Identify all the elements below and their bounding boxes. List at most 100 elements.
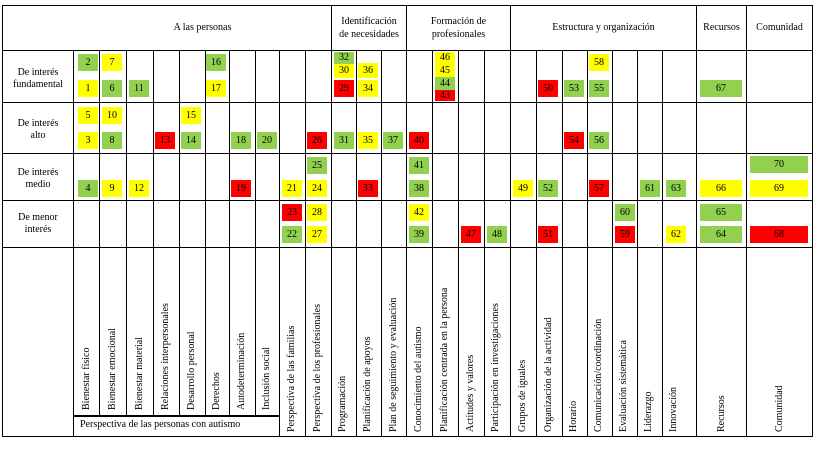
row-label-fundamental-line1: De interés — [17, 67, 59, 78]
item-cell: 20 — [257, 132, 277, 149]
item-cell: 26 — [307, 132, 327, 149]
item-cell: 47 — [461, 226, 481, 243]
row-divider — [2, 200, 812, 201]
column-label: Recursos — [716, 395, 727, 432]
column-label: Comunidad — [774, 385, 785, 432]
item-cell: 30 — [334, 64, 354, 78]
column-label: Desarrollo personal — [186, 331, 197, 410]
column-label: Perspectiva de las familias — [286, 325, 297, 432]
item-cell: 65 — [700, 204, 742, 221]
item-cell: 35 — [358, 132, 378, 149]
group-header-personas: A las personas — [173, 22, 232, 33]
column-label: Plan de seguimiento y evaluación — [388, 297, 399, 432]
item-cell: 68 — [750, 226, 808, 243]
item-cell: 1 — [78, 80, 98, 97]
item-cell: 59 — [615, 226, 635, 243]
item-cell: 29 — [334, 80, 354, 97]
column-label: Derechos — [211, 372, 222, 410]
column-divider — [662, 50, 663, 437]
item-cell: 39 — [409, 226, 429, 243]
column-label: Innovación — [668, 387, 679, 432]
column-divider — [637, 50, 638, 437]
row-label-divider — [73, 50, 74, 437]
group-divider — [696, 5, 697, 437]
group-header-comunidad: Comunidad — [756, 22, 803, 33]
item-cell: 63 — [666, 180, 686, 197]
item-cell: 31 — [334, 132, 354, 149]
item-cell: 33 — [358, 180, 378, 197]
item-cell: 67 — [700, 80, 742, 97]
group-header-estructura: Estructura y organización — [552, 22, 655, 33]
item-cell: 43 — [435, 90, 455, 101]
item-cell: 55 — [589, 80, 609, 97]
column-divider — [229, 50, 230, 416]
item-cell: 57 — [589, 180, 609, 197]
column-label: Autodeterminación — [236, 332, 247, 410]
table-top-rule — [2, 5, 812, 6]
column-label: Horario — [568, 400, 579, 432]
column-divider — [587, 50, 588, 437]
group-divider — [331, 5, 332, 437]
item-cell: 53 — [564, 80, 584, 97]
item-cell: 70 — [750, 156, 808, 173]
item-cell: 15 — [181, 107, 201, 124]
item-cell: 37 — [383, 132, 403, 149]
item-cell: 2 — [78, 54, 98, 71]
column-divider — [612, 50, 613, 437]
item-cell: 5 — [78, 107, 98, 124]
item-cell: 58 — [589, 54, 609, 71]
item-cell: 44 — [435, 77, 455, 90]
item-cell: 6 — [102, 80, 122, 97]
footer-label: Perspectiva de las personas con autismo — [80, 419, 241, 430]
item-cell: 50 — [538, 80, 558, 97]
row-label-medio-line2: medio — [25, 179, 51, 190]
item-cell: 16 — [206, 54, 226, 71]
item-cell: 25 — [307, 157, 327, 174]
item-cell: 10 — [102, 107, 122, 124]
column-divider — [279, 50, 280, 437]
item-cell: 4 — [78, 180, 98, 197]
group-divider — [510, 5, 511, 437]
column-divider — [536, 50, 537, 437]
column-divider — [356, 50, 357, 437]
item-cell: 7 — [102, 54, 122, 71]
column-label: Bienestar material — [134, 336, 145, 410]
column-divider — [205, 50, 206, 416]
item-cell: 14 — [181, 132, 201, 149]
item-cell: 11 — [129, 80, 149, 97]
row-label-alto-line1: De interés — [17, 118, 59, 129]
item-cell: 17 — [206, 80, 226, 97]
item-cell: 54 — [564, 132, 584, 149]
item-cell: 9 — [102, 180, 122, 197]
item-cell: 23 — [282, 204, 302, 221]
column-divider — [99, 50, 100, 416]
footer-label-rule — [73, 415, 279, 416]
item-cell: 49 — [513, 180, 533, 197]
column-label: Liderazgo — [643, 391, 654, 432]
table-bottom-rule — [2, 436, 812, 437]
item-cell: 46 — [435, 52, 455, 64]
column-divider — [153, 50, 154, 416]
item-cell: 41 — [409, 157, 429, 174]
column-label: Comunicación/coordinación — [593, 318, 604, 432]
row-label-alto-line2: alto — [30, 130, 46, 141]
footer-label-rule — [73, 416, 279, 417]
column-divider — [432, 50, 433, 437]
item-cell: 21 — [282, 180, 302, 197]
item-cell: 60 — [615, 204, 635, 221]
row-divider — [2, 153, 812, 154]
column-label: Evaluación sistemática — [618, 340, 629, 432]
column-label: Participación en investigaciones — [490, 303, 501, 432]
column-label: Actitudes y valores — [465, 354, 476, 432]
column-label: Planificación centrada en la persona — [439, 287, 450, 432]
item-cell: 18 — [231, 132, 251, 149]
item-cell: 8 — [102, 132, 122, 149]
column-label: Inclusión social — [261, 346, 272, 410]
item-cell: 40 — [409, 132, 429, 149]
column-divider — [255, 50, 256, 416]
item-cell: 24 — [307, 180, 327, 197]
table-right-rule — [812, 5, 813, 437]
column-label: Programación — [337, 375, 348, 432]
item-cell: 42 — [409, 204, 429, 221]
